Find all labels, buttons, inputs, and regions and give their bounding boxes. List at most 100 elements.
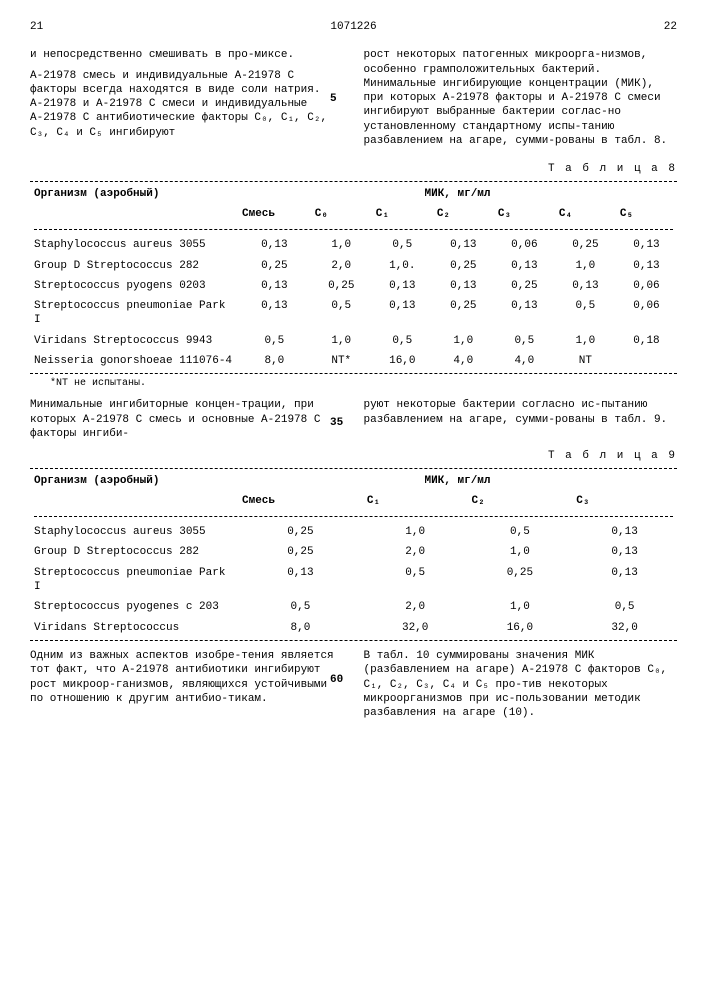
divider (30, 640, 677, 641)
org-cell: Staphylococcus aureus 3055 (30, 522, 238, 542)
col-header: С₁ (372, 204, 433, 224)
val-cell: 2,0 (311, 256, 372, 276)
org-cell: Streptococcus pyogenes с 203 (30, 597, 238, 617)
val-cell: 4,0 (433, 351, 494, 371)
org-cell: Viridans Streptococcus (30, 618, 238, 638)
table8-footnote: *NT не испытаны. (50, 377, 677, 390)
val-cell: 0,13 (494, 256, 555, 276)
val-cell: 0,5 (468, 522, 573, 542)
val-cell: 0,5 (363, 563, 468, 598)
intro-right: рост некоторых патогенных микроорга-низм… (364, 42, 678, 154)
col-header: С₂ (433, 204, 494, 224)
val-cell: NT (555, 351, 616, 371)
end-left: Одним из важных аспектов изобре-тения яв… (30, 649, 344, 720)
divider (30, 373, 677, 374)
val-cell: 1,0 (311, 235, 372, 255)
val-cell: 0,25 (468, 563, 573, 598)
intro-left-p2: А-21978 смесь и индивидуальные А-21978 С… (30, 69, 344, 140)
line-marker-5: 5 (330, 92, 337, 106)
val-cell: 32,0 (363, 618, 468, 638)
table-row: Streptococcus pyogens 0203 0,13 0,25 0,1… (30, 276, 677, 296)
val-cell: 2,0 (363, 542, 468, 562)
val-cell: 0,5 (311, 296, 372, 331)
val-cell: 8,0 (238, 618, 363, 638)
page-header: 21 1071226 22 (30, 20, 677, 34)
org-cell: Streptococcus pyogens 0203 (30, 276, 238, 296)
val-cell: 1,0 (311, 331, 372, 351)
table-header-row: Организм (аэробный) МИК, мг/мл (30, 471, 677, 491)
table-row: Streptococcus pyogenes с 203 0,5 2,0 1,0… (30, 597, 677, 617)
val-cell: 0,25 (238, 256, 311, 276)
col-header: С₀ (311, 204, 372, 224)
val-cell: 2,0 (363, 597, 468, 617)
val-cell: 0,25 (311, 276, 372, 296)
val-cell: 0,5 (372, 235, 433, 255)
val-cell: 0,5 (238, 331, 311, 351)
mid-left: Минимальные ингибиторные концен-трации, … (30, 398, 344, 441)
table-row: Streptococcus pneumoniae Park I 0,13 0,5… (30, 563, 677, 598)
val-cell: 0,5 (238, 597, 363, 617)
val-cell: 0,13 (433, 235, 494, 255)
col-header: С₅ (616, 204, 677, 224)
val-cell: 0,13 (238, 563, 363, 598)
line-marker-35: 35 (330, 416, 343, 430)
val-cell: 0,18 (616, 331, 677, 351)
table8-mic-header: МИК, мг/мл (238, 184, 677, 204)
table9-mic-header: МИК, мг/мл (238, 471, 677, 491)
val-cell: 16,0 (468, 618, 573, 638)
val-cell: 0,06 (616, 276, 677, 296)
table9-label: Т а б л и ц а 9 (30, 449, 677, 463)
val-cell: 0,13 (372, 296, 433, 331)
col-header: С₃ (494, 204, 555, 224)
org-cell: Staphylococcus aureus 3055 (30, 235, 238, 255)
intro-columns: и непосредственно смешивать в про-миксе.… (30, 42, 677, 154)
val-cell: 0,13 (572, 522, 677, 542)
page-right: 22 (664, 20, 677, 34)
val-cell: 1,0 (363, 522, 468, 542)
val-cell: 1,0 (433, 331, 494, 351)
table9: Организм (аэробный) МИК, мг/мл Смесь С₁ … (30, 471, 677, 638)
page-center: 1071226 (43, 20, 664, 34)
val-cell: 1,0 (555, 331, 616, 351)
mid-columns: Минимальные ингибиторные концен-трации, … (30, 398, 677, 441)
divider (30, 468, 677, 469)
val-cell: 0,5 (572, 597, 677, 617)
org-cell: Streptococcus pneumoniae Park I (30, 563, 238, 598)
org-cell: Group D Streptococcus 282 (30, 256, 238, 276)
line-marker-60: 60 (330, 673, 343, 687)
end-columns: Одним из важных аспектов изобре-тения яв… (30, 643, 677, 726)
table-row: Streptococcus pneumoniae Park I 0,13 0,5… (30, 296, 677, 331)
val-cell: 0,25 (494, 276, 555, 296)
page-left: 21 (30, 20, 43, 34)
val-cell: 0,13 (494, 296, 555, 331)
table8-label: Т а б л и ц а 8 (30, 162, 677, 176)
intro-left-p1: и непосредственно смешивать в про-миксе. (30, 48, 344, 62)
val-cell: 0,5 (494, 331, 555, 351)
org-cell: Group D Streptococcus 282 (30, 542, 238, 562)
table-row: Group D Streptococcus 282 0,25 2,0 1,0. … (30, 256, 677, 276)
val-cell: 1,0 (468, 597, 573, 617)
intro-right-p1: рост некоторых патогенных микроорга-низм… (364, 48, 678, 148)
val-cell: 32,0 (572, 618, 677, 638)
val-cell: 0,5 (555, 296, 616, 331)
col-header: С₁ (363, 491, 468, 511)
org-cell: Viridans Streptococcus 9943 (30, 331, 238, 351)
table-row: Staphylococcus aureus 3055 0,13 1,0 0,5 … (30, 235, 677, 255)
val-cell: 0,25 (433, 256, 494, 276)
val-cell: 0,13 (238, 276, 311, 296)
val-cell: 0,13 (572, 542, 677, 562)
table-header-row: Организм (аэробный) МИК, мг/мл (30, 184, 677, 204)
val-cell: 0,13 (555, 276, 616, 296)
table-row: Group D Streptococcus 282 0,25 2,0 1,0 0… (30, 542, 677, 562)
val-cell: 4,0 (494, 351, 555, 371)
table-row: Neisseria gonorshoeae 111076-4 8,0 NT* 1… (30, 351, 677, 371)
val-cell: 0,13 (616, 256, 677, 276)
val-cell: 1,0 (555, 256, 616, 276)
col-header: Смесь (238, 491, 363, 511)
table-row: Viridans Streptococcus 8,0 32,0 16,0 32,… (30, 618, 677, 638)
val-cell: 0,25 (238, 542, 363, 562)
val-cell (616, 351, 677, 371)
val-cell: 0,13 (616, 235, 677, 255)
val-cell: 0,5 (372, 331, 433, 351)
table8-org-header: Организм (аэробный) (30, 184, 238, 225)
